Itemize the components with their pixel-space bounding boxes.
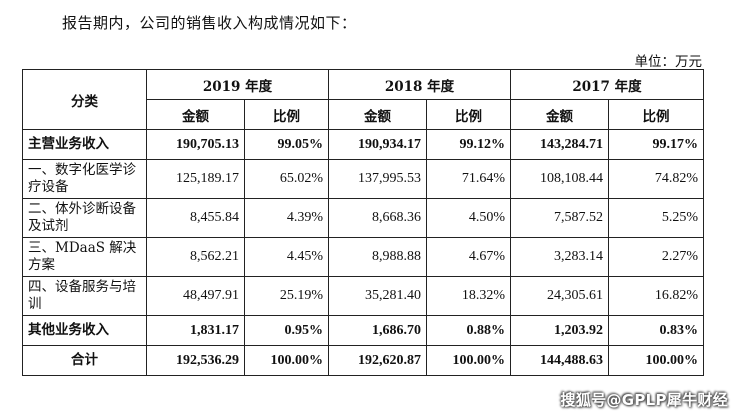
- amount-cell: 192,536.29: [146, 345, 245, 376]
- amount-cell: 1,203.92: [510, 315, 609, 346]
- row-label: 四、设备服务与培训: [22, 276, 147, 316]
- table-row: 合计 192,536.29 100.00% 192,620.87 100.00% 144,…: [22, 345, 704, 376]
- table-row: 其他业务收入 1,831.17 0.95% 1,686.70 0.88% 1,203.92…: [22, 315, 704, 346]
- row-label: 一、数字化医学诊疗设备: [22, 159, 147, 199]
- amount-cell: 8,668.36: [328, 198, 427, 238]
- year-header-2019: 2019 年度: [146, 69, 329, 100]
- row-label: 其他业务收入: [22, 315, 147, 346]
- ratio-cell: 71.64%: [426, 159, 511, 199]
- row-label: 二、体外诊断设备及试剂: [22, 198, 147, 238]
- amount-cell: 125,189.17: [146, 159, 245, 199]
- amount-cell: 8,988.88: [328, 237, 427, 277]
- row-label: 合计: [22, 345, 147, 376]
- ratio-cell: 100.00%: [244, 345, 329, 376]
- ratio-header: 比例: [608, 99, 704, 130]
- ratio-cell: 0.95%: [244, 315, 329, 346]
- ratio-cell: 18.32%: [426, 276, 511, 316]
- amount-cell: 48,497.91: [146, 276, 245, 316]
- revenue-table: 分类 2019 年度 2018 年度 2017 年度 金额 比例 金额 比例 金…: [22, 69, 704, 376]
- ratio-cell: 99.12%: [426, 129, 511, 160]
- intro-text: 报告期内，公司的销售收入构成情况如下：: [62, 14, 357, 32]
- unit-label: 单位：万元: [634, 54, 703, 70]
- ratio-cell: 100.00%: [608, 345, 704, 376]
- amount-cell: 35,281.40: [328, 276, 427, 316]
- table-row: 三、MDaaS 解决方案 8,562.21 4.45% 8,988.88 4.67% 3,…: [22, 237, 704, 277]
- amount-cell: 7,587.52: [510, 198, 609, 238]
- amount-cell: 143,284.71: [510, 129, 609, 160]
- ratio-cell: 25.19%: [244, 276, 329, 316]
- table-row: 二、体外诊断设备及试剂 8,455.84 4.39% 8,668.36 4.50% 7,5…: [22, 198, 704, 238]
- amount-cell: 190,705.13: [146, 129, 245, 160]
- ratio-cell: 16.82%: [608, 276, 704, 316]
- ratio-cell: 4.50%: [426, 198, 511, 238]
- amount-cell: 8,455.84: [146, 198, 245, 238]
- ratio-cell: 99.17%: [608, 129, 704, 160]
- amount-cell: 8,562.21: [146, 237, 245, 277]
- ratio-header: 比例: [426, 99, 511, 130]
- year-header-2017: 2017 年度: [510, 69, 704, 100]
- table-row: 四、设备服务与培训 48,497.91 25.19% 35,281.40 18.32% 2…: [22, 276, 704, 316]
- amount-cell: 108,108.44: [510, 159, 609, 199]
- amount-header: 金额: [510, 99, 609, 130]
- ratio-header: 比例: [244, 99, 329, 130]
- ratio-cell: 99.05%: [244, 129, 329, 160]
- table-row: 一、数字化医学诊疗设备 125,189.17 65.02% 137,995.53 71.…: [22, 159, 704, 199]
- amount-cell: 24,305.61: [510, 276, 609, 316]
- amount-cell: 144,488.63: [510, 345, 609, 376]
- amount-cell: 192,620.87: [328, 345, 427, 376]
- table-body: 主营业务收入 190,705.13 99.05% 190,934.17 99.12% 14…: [22, 129, 704, 376]
- ratio-cell: 2.27%: [608, 237, 704, 277]
- ratio-cell: 4.39%: [244, 198, 329, 238]
- amount-header: 金额: [146, 99, 245, 130]
- amount-cell: 1,686.70: [328, 315, 427, 346]
- ratio-cell: 4.67%: [426, 237, 511, 277]
- row-label: 主营业务收入: [22, 129, 147, 160]
- amount-cell: 190,934.17: [328, 129, 427, 160]
- year-header-2018: 2018 年度: [328, 69, 511, 100]
- table-row: 主营业务收入 190,705.13 99.05% 190,934.17 99.12% 14…: [22, 129, 704, 160]
- amount-cell: 137,995.53: [328, 159, 427, 199]
- row-label: 三、MDaaS 解决方案: [22, 237, 147, 277]
- amount-cell: 3,283.14: [510, 237, 609, 277]
- ratio-cell: 0.83%: [608, 315, 704, 346]
- ratio-cell: 4.45%: [244, 237, 329, 277]
- amount-header: 金额: [328, 99, 427, 130]
- amount-cell: 1,831.17: [146, 315, 245, 346]
- category-header: 分类: [22, 69, 147, 130]
- ratio-cell: 5.25%: [608, 198, 704, 238]
- ratio-cell: 74.82%: [608, 159, 704, 199]
- ratio-cell: 100.00%: [426, 345, 511, 376]
- watermark-text: 搜狐号@GPLP犀牛财经: [560, 391, 728, 409]
- ratio-cell: 0.88%: [426, 315, 511, 346]
- ratio-cell: 65.02%: [244, 159, 329, 199]
